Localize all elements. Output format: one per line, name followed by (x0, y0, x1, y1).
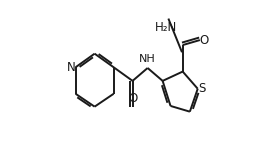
Text: O: O (199, 34, 209, 47)
Text: NH: NH (139, 54, 156, 64)
Text: O: O (128, 92, 137, 105)
Text: N: N (67, 61, 76, 74)
Text: H₂N: H₂N (154, 21, 177, 34)
Text: S: S (198, 81, 206, 95)
